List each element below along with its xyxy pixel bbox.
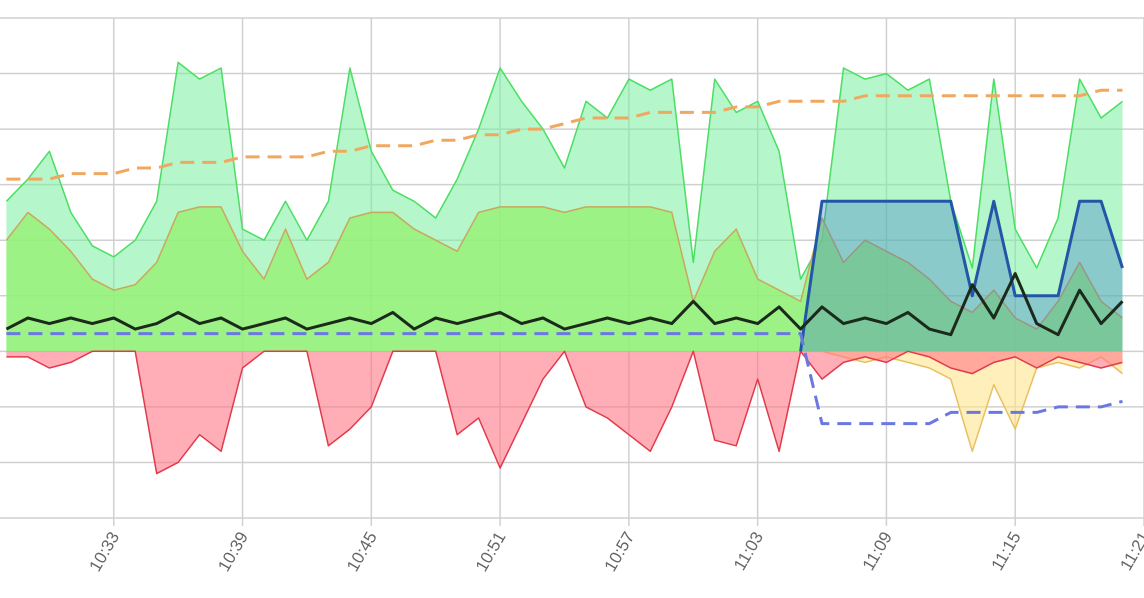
area-line: [6, 350, 1123, 475]
x-tick-label: 11:21: [1116, 529, 1144, 574]
x-tick-label: 11:03: [730, 529, 767, 574]
area-line: [821, 350, 1123, 453]
x-tick-label: 11:15: [988, 529, 1025, 574]
area-fill: [6, 351, 1123, 474]
x-tick-label: 10:57: [601, 529, 639, 575]
x-tick-label: 11:09: [859, 529, 896, 574]
area-line: [799, 199, 1124, 352]
area-line: [5, 206, 1123, 330]
series-line: [6, 332, 1123, 426]
x-tick-label: 10:45: [343, 529, 381, 575]
x-tick-label: 10:39: [214, 529, 252, 575]
x-tick-label: 10:33: [85, 529, 123, 575]
area-fill: [822, 351, 1123, 452]
area-line: [5, 61, 1123, 280]
area-fill: [6, 206, 1123, 352]
series-line: [6, 88, 1123, 181]
area-fill: [800, 201, 1123, 352]
x-tick-label: 10:51: [472, 529, 510, 575]
series-line: [5, 272, 1124, 337]
